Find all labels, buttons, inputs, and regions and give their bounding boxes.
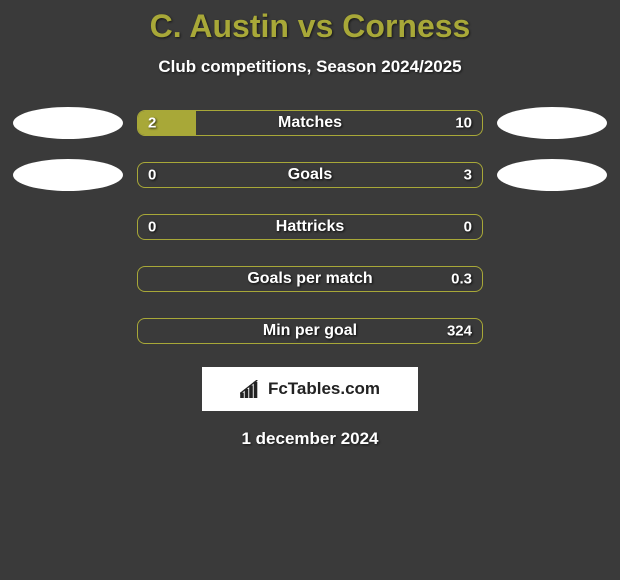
- stat-row: 0 Hattricks 0: [0, 211, 620, 243]
- stat-value-left: 2: [148, 115, 156, 132]
- stat-value-left: 0: [148, 219, 156, 236]
- player-left-marker: [13, 159, 123, 191]
- stat-row: 0 Goals 3: [0, 159, 620, 191]
- stat-row: 2 Matches 10: [0, 107, 620, 139]
- stat-bar: 0 Goals 3: [137, 162, 483, 188]
- stat-row: Min per goal 324: [0, 315, 620, 347]
- stat-value-right: 3: [464, 167, 472, 184]
- player-right-marker: [497, 107, 607, 139]
- stat-value-right: 0: [464, 219, 472, 236]
- stat-value-right: 10: [455, 115, 472, 132]
- stat-value-right: 324: [447, 323, 472, 340]
- stat-label: Min per goal: [263, 322, 357, 340]
- stat-label: Hattricks: [276, 218, 344, 236]
- stat-value-left: 0: [148, 167, 156, 184]
- bars-chart-icon: [240, 380, 262, 398]
- source-logo: FcTables.com: [202, 367, 418, 411]
- comparison-container: C. Austin vs Corness Club competitions, …: [0, 0, 620, 449]
- player-left-marker: [13, 107, 123, 139]
- stat-label: Matches: [278, 114, 342, 132]
- logo-text: FcTables.com: [268, 379, 380, 399]
- page-subtitle: Club competitions, Season 2024/2025: [0, 57, 620, 77]
- stat-label: Goals: [288, 166, 332, 184]
- stat-bar: Min per goal 324: [137, 318, 483, 344]
- stat-bar: Goals per match 0.3: [137, 266, 483, 292]
- date-text: 1 december 2024: [0, 429, 620, 449]
- stat-bar: 0 Hattricks 0: [137, 214, 483, 240]
- player-right-marker: [497, 159, 607, 191]
- page-title: C. Austin vs Corness: [0, 8, 620, 45]
- stat-row: Goals per match 0.3: [0, 263, 620, 295]
- stat-bar-fill: [138, 111, 196, 135]
- stat-label: Goals per match: [247, 270, 372, 288]
- stat-bar: 2 Matches 10: [137, 110, 483, 136]
- bars-region: 2 Matches 10 0 Goals 3 0 Hattricks 0 Goals per ma…: [0, 107, 620, 347]
- stat-value-right: 0.3: [451, 271, 472, 288]
